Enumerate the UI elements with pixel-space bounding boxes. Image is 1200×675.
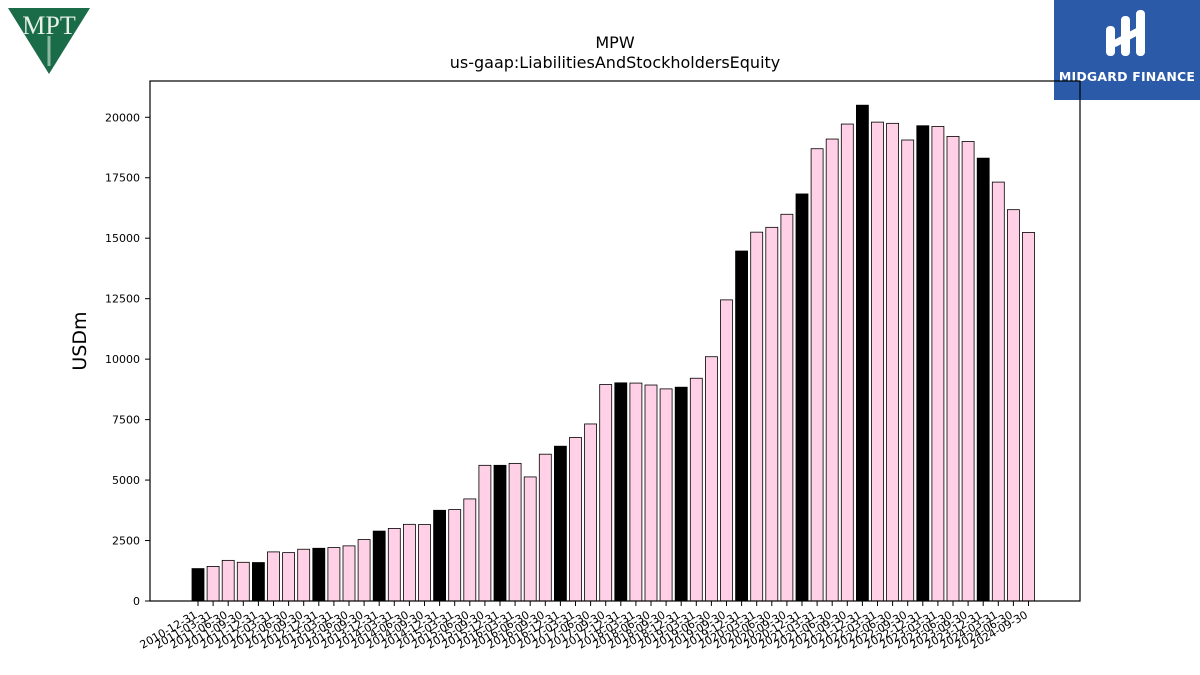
bar (674, 386, 688, 602)
bar (705, 356, 718, 602)
bar (886, 122, 899, 602)
bar (191, 568, 205, 602)
bar (554, 445, 567, 602)
bar (689, 377, 703, 602)
bar (206, 566, 220, 602)
y-tick-label: 0 (133, 595, 140, 608)
bar (251, 562, 265, 602)
bar (312, 547, 326, 602)
bar (991, 181, 1005, 602)
bar (825, 138, 839, 602)
bar (282, 552, 296, 602)
bar (810, 148, 824, 602)
bar (795, 193, 809, 602)
bar (961, 141, 975, 602)
bar (1022, 231, 1035, 602)
bar (780, 213, 794, 602)
bar (720, 299, 733, 602)
bar (765, 226, 779, 602)
bar (584, 423, 597, 602)
y-tick-label: 15000 (105, 232, 140, 245)
chart-subtitle: us-gaap:LiabilitiesAndStockholdersEquity (449, 53, 781, 72)
bar (402, 523, 416, 602)
bar (523, 476, 537, 602)
bar (418, 524, 431, 602)
bar (871, 121, 884, 602)
midgard-logo-icon (1106, 10, 1145, 56)
plot-frame (149, 80, 1081, 602)
y-tick-label: 12500 (105, 293, 140, 306)
chart-title: MPW (595, 33, 635, 52)
y-axis-label: USDm (69, 311, 91, 370)
y-tick-label: 20000 (105, 111, 140, 124)
bar (267, 551, 280, 602)
bar (659, 388, 673, 602)
bar (976, 157, 990, 602)
bar (387, 528, 401, 602)
bar (463, 498, 477, 602)
bar (916, 125, 930, 602)
company-logo: MPT (6, 6, 92, 76)
bar (1007, 209, 1020, 602)
bar (629, 382, 643, 602)
bar (297, 548, 311, 602)
watermark-text: MIDGARD FINANCE (1058, 69, 1196, 84)
bar (327, 547, 341, 602)
bar (538, 453, 552, 602)
y-tick-label: 10000 (105, 353, 140, 366)
y-tick-label: 17500 (105, 172, 140, 185)
bar (750, 231, 764, 602)
bar (840, 123, 854, 602)
bar (931, 126, 945, 602)
bar (342, 545, 356, 602)
bar (644, 384, 658, 602)
bar (433, 509, 447, 602)
bar (236, 561, 250, 602)
company-logo-text: MPT (22, 11, 76, 40)
bar (569, 437, 582, 602)
bar (856, 104, 869, 602)
y-tick-label: 5000 (112, 474, 140, 487)
bar (221, 559, 235, 602)
bar (946, 135, 960, 602)
bar (357, 539, 371, 602)
bar (478, 464, 492, 602)
bar (735, 250, 748, 602)
bar (614, 382, 628, 602)
bar (493, 464, 507, 602)
y-tick-label: 2500 (112, 535, 140, 548)
y-tick-label: 7500 (112, 414, 140, 427)
bar (508, 462, 522, 602)
watermark-logo: MIDGARD FINANCE (1054, 0, 1200, 100)
bar (599, 384, 613, 602)
bar (372, 530, 386, 602)
bar (901, 139, 915, 602)
bar (448, 509, 462, 602)
